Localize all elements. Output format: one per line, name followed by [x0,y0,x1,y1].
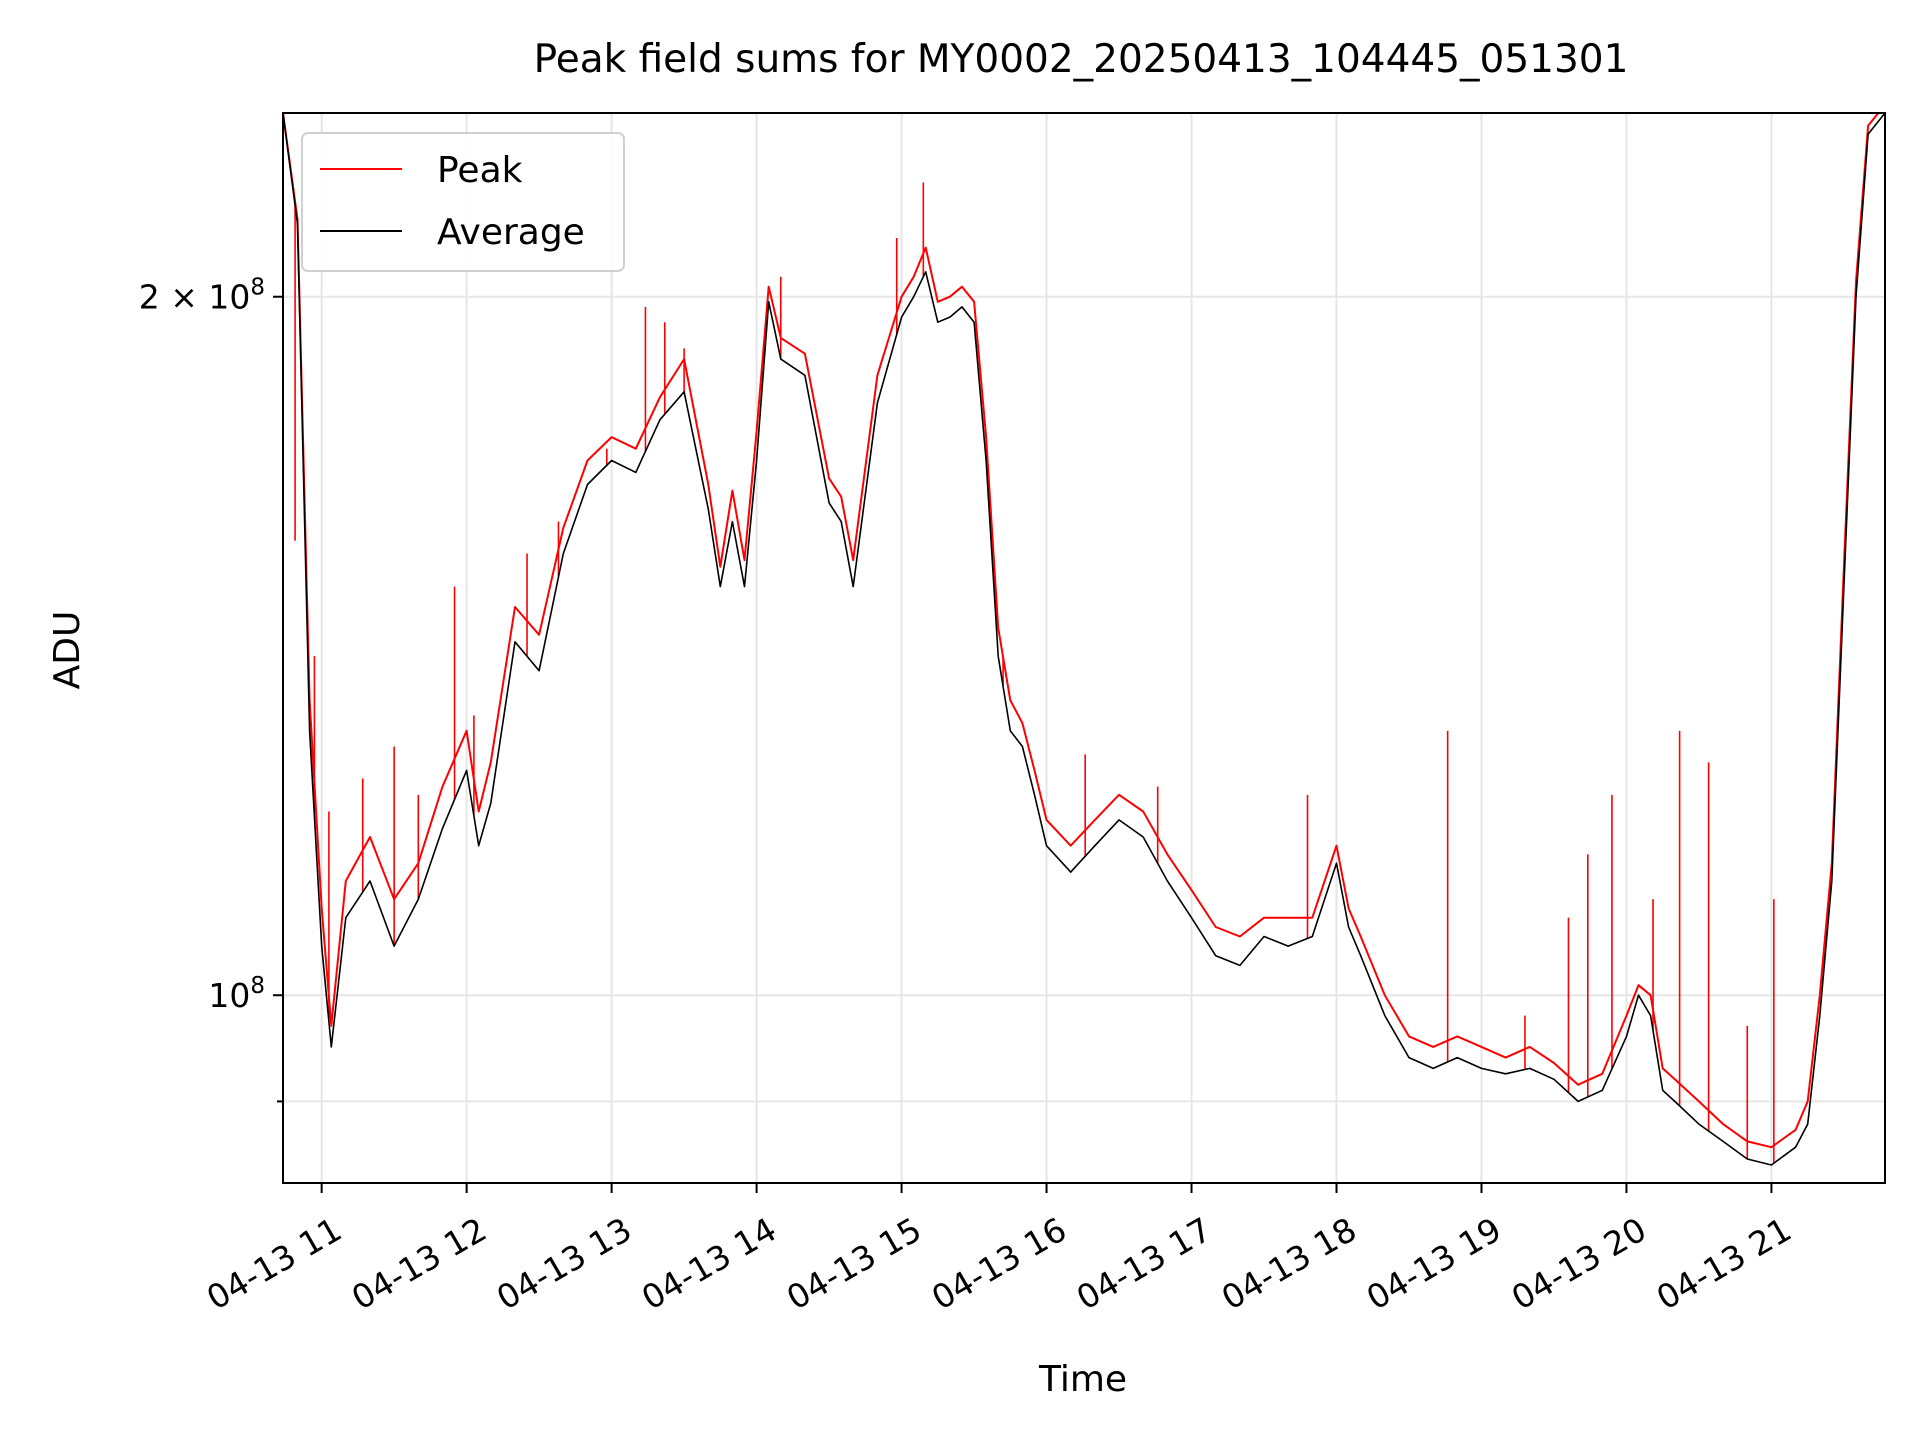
legend-label-peak: Peak [437,150,523,191]
legend-box [301,132,625,272]
y-axis: 108 2 × 108 [139,275,283,1103]
y-axis-label: ADU [47,611,88,690]
series-line-peak [283,113,1880,1149]
grid [283,113,1885,1183]
y-tick-label: 2 × 108 [139,275,265,317]
series-line-average [283,113,1885,1166]
y-tick-label: 108 [208,973,265,1015]
legend-label-average: Average [437,212,585,253]
legend: Peak Average [301,132,625,272]
series-layer [283,113,1885,1166]
series-group [283,113,1885,1166]
x-axis-label: Time [1038,1359,1127,1400]
plot-frame [282,112,1886,1184]
chart-title: Peak field sums for MY0002_20250413_1044… [534,37,1629,82]
